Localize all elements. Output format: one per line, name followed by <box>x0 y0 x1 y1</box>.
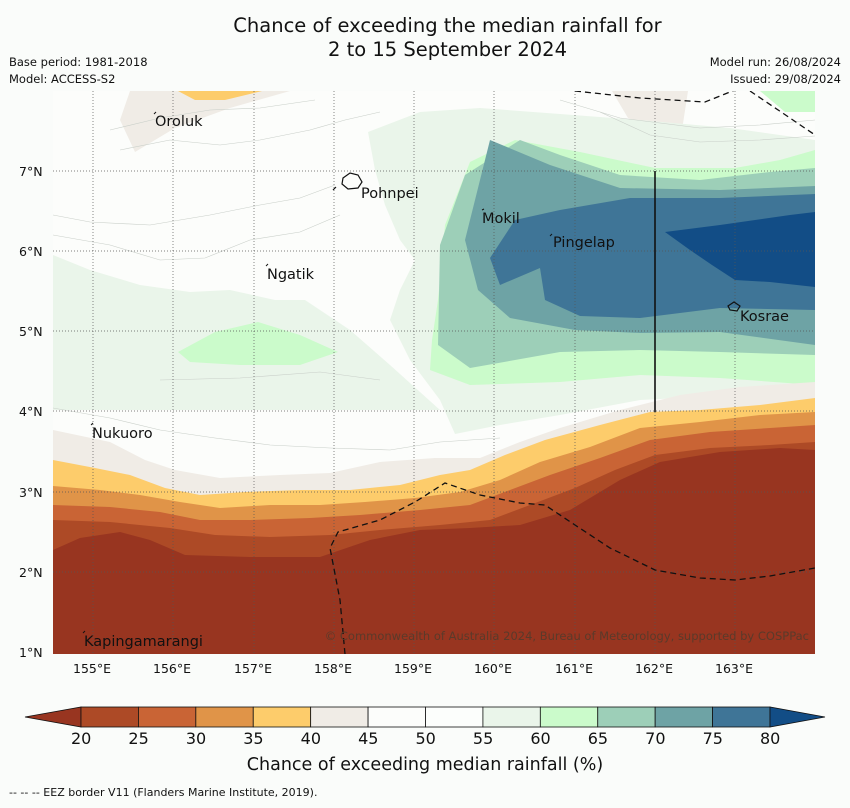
lat-label-2: 2°N <box>19 565 43 580</box>
place-ngatik: Ngatik <box>267 267 315 283</box>
colorbar-tick-label: 25 <box>128 729 149 748</box>
title-line-2: 2 to 15 September 2024 <box>328 38 567 61</box>
contour-60-65-northeast <box>760 91 815 112</box>
colorbar-tick-label: 80 <box>760 729 781 748</box>
lon-label-162: 162°E <box>635 661 674 676</box>
colorbar-tick-label: 30 <box>185 729 207 748</box>
place-kosrae: Kosrae <box>740 309 789 325</box>
lat-label-4: 4°N <box>19 404 43 419</box>
colorbar-segment <box>712 706 771 728</box>
lat-label-5: 5°N <box>19 324 43 339</box>
colorbar-title: Chance of exceeding median rainfall (%) <box>246 755 604 775</box>
colorbar-tick-label: 50 <box>415 729 436 748</box>
colorbar <box>24 706 826 728</box>
colorbar-tick-label: 65 <box>587 729 609 748</box>
contour-40-45-northeast <box>612 91 688 130</box>
contour-below-20 <box>53 448 815 654</box>
eez-borders <box>329 91 815 654</box>
contour-40-45-north <box>120 91 290 152</box>
colorbar-segment <box>597 706 656 728</box>
place-nukuoro: Nukuoro <box>92 426 153 442</box>
colorbar-tick-label: 40 <box>300 729 322 748</box>
colorbar-segment <box>539 706 599 728</box>
lon-label-159: 159°E <box>394 661 433 676</box>
meta-left: Base period: 1981-2018 Model: ACCESS-S2 <box>9 54 148 88</box>
colorbar-segment <box>195 706 254 728</box>
lat-label-1: 1°N <box>19 645 43 660</box>
rainfall-contours: Oroluk Pohnpei Mokil Pingelap Ngatik Kos… <box>53 91 815 654</box>
model-name: Model: ACCESS-S2 <box>9 72 116 86</box>
colorbar-segment <box>138 706 197 728</box>
lon-label-158: 158°E <box>314 661 353 676</box>
meta-right: Model run: 26/08/2024 Issued: 29/08/2024 <box>710 54 841 88</box>
colorbar-segment <box>654 706 713 728</box>
lon-label-163: 163°E <box>715 661 754 676</box>
copyright-credit: © Commonwealth of Australia 2024, Bureau… <box>325 629 809 643</box>
title-line-1: Chance of exceeding the median rainfall … <box>233 14 662 37</box>
base-period: Base period: 1981-2018 <box>9 55 148 69</box>
faint-isolines <box>53 99 815 451</box>
contour-60-65-west <box>178 322 338 365</box>
colorbar-extend-high <box>769 706 826 728</box>
contour-35-40-north <box>178 91 262 100</box>
footer-note: -- -- -- EEZ border V11 (Flanders Marine… <box>9 786 318 799</box>
colorbar-tick-label: 45 <box>358 729 379 748</box>
colorbar-tick-label: 60 <box>530 729 551 748</box>
colorbar-segment <box>252 706 312 728</box>
place-kapingamarangi: Kapingamarangi <box>84 634 203 650</box>
lat-label-3: 3°N <box>19 485 43 500</box>
issued-date: Issued: 29/08/2024 <box>730 72 841 86</box>
colorbar-segment <box>425 706 484 728</box>
place-mokil: Mokil <box>482 211 520 227</box>
colorbar-tick-label: 70 <box>645 729 666 748</box>
pohnpei-island <box>341 172 363 190</box>
colorbar-segment <box>80 706 139 728</box>
model-run: Model run: 26/08/2024 <box>709 55 841 69</box>
colorbar-extend-low <box>24 706 82 728</box>
map-title: Chance of exceeding the median rainfall … <box>0 14 850 62</box>
colorbar-tick-label: 55 <box>472 729 494 748</box>
lon-label-160: 160°E <box>474 661 513 676</box>
colorbar-tick-label: 75 <box>702 729 723 748</box>
kosrae-island <box>727 301 741 312</box>
contour-80-plus <box>665 212 815 287</box>
lat-label-6: 6°N <box>19 244 43 259</box>
lon-label-161: 161°E <box>555 661 594 676</box>
colorbar-segment <box>310 706 369 728</box>
colorbar-tick-label: 35 <box>243 729 264 748</box>
lon-label-155: 155°E <box>73 661 112 676</box>
colorbar-segment <box>367 706 426 728</box>
lat-label-7: 7°N <box>19 164 43 179</box>
place-pingelap: Pingelap <box>553 235 615 251</box>
lon-label-156: 156°E <box>153 661 192 676</box>
lon-label-157: 157°E <box>234 661 273 676</box>
colorbar-segment <box>482 706 541 728</box>
place-oroluk: Oroluk <box>155 114 203 130</box>
place-pohnpei: Pohnpei <box>361 186 419 202</box>
colorbar-tick-label: 20 <box>71 729 92 748</box>
